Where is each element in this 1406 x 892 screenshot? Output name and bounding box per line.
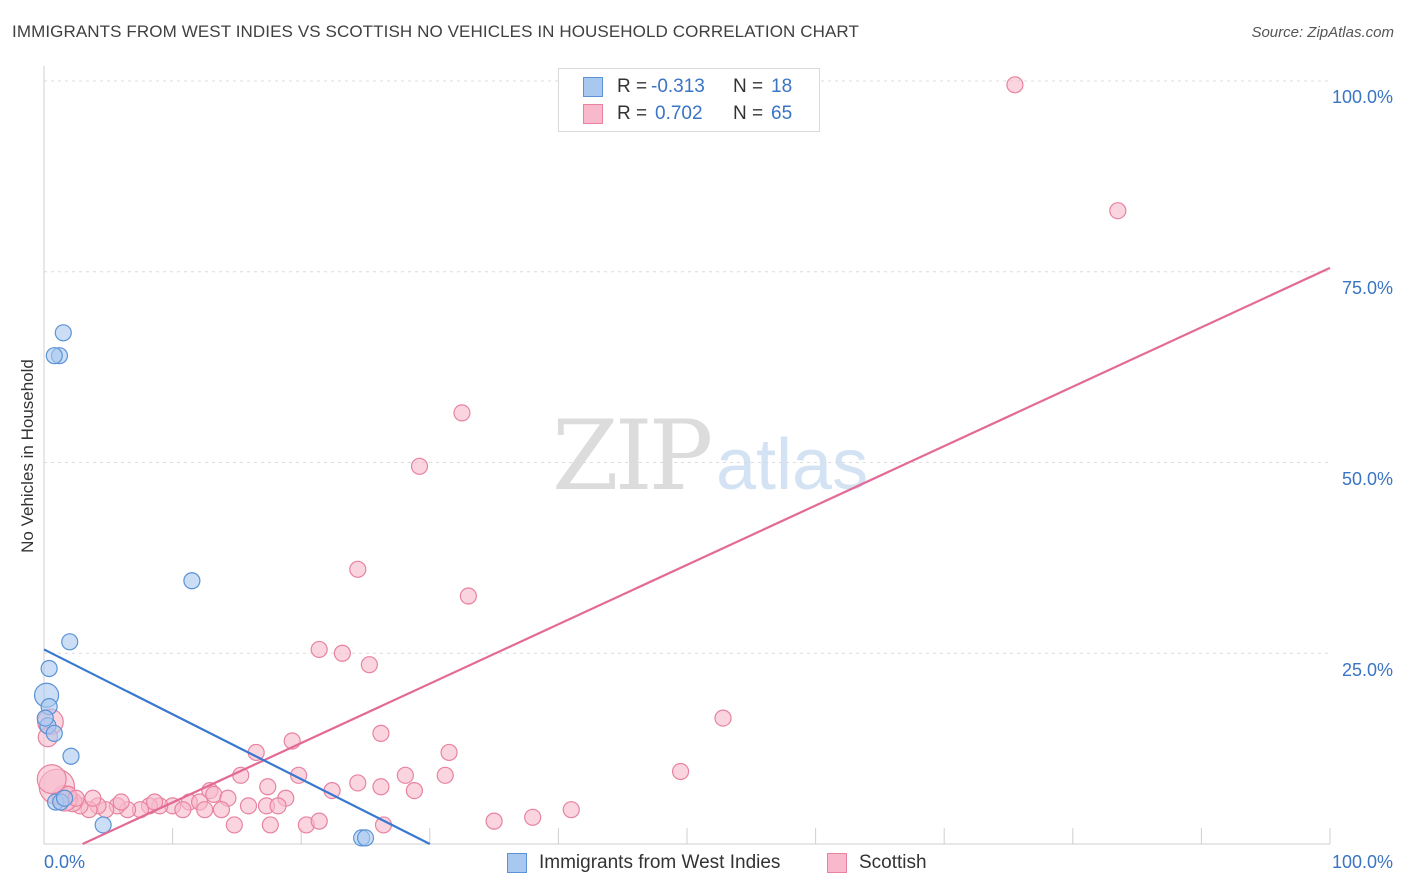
- point-scottish: [205, 785, 223, 804]
- watermark-zip: ZIP: [552, 400, 713, 512]
- point-scottish: [269, 797, 287, 815]
- point-west-indies: [62, 747, 80, 765]
- y-tick-label-75: 75.0%: [1341, 278, 1393, 298]
- point-scottish: [453, 404, 471, 422]
- point-west-indies: [55, 789, 74, 807]
- trend-line-west-indies: [43, 648, 431, 845]
- y-tick-label-100: 100.0%: [1331, 87, 1393, 107]
- x-tick-label-0: 0.0%: [44, 852, 86, 872]
- point-scottish: [196, 801, 214, 819]
- point-scottish: [239, 797, 258, 815]
- n-label: N =: [733, 76, 764, 97]
- point-scottish: [259, 778, 277, 796]
- point-west-indies: [45, 724, 63, 742]
- source-label: Source: ZipAtlas.com: [1251, 24, 1394, 41]
- point-scottish: [485, 812, 503, 830]
- r-value: -0.313: [651, 76, 705, 97]
- point-scottish: [714, 709, 732, 727]
- legend-swatch-blue: [583, 77, 603, 97]
- point-scottish: [459, 587, 477, 605]
- point-scottish: [261, 816, 279, 834]
- point-scottish: [372, 778, 390, 796]
- point-west-indies: [94, 816, 112, 834]
- n-value: 18: [771, 76, 793, 97]
- point-scottish: [405, 781, 423, 800]
- point-west-indies: [40, 659, 58, 678]
- point-scottish: [174, 801, 192, 819]
- legend-item-west-indies[interactable]: Immigrants from West Indies: [507, 852, 780, 874]
- y-tick-label-50: 50.0%: [1341, 469, 1393, 489]
- point-scottish: [84, 789, 102, 807]
- legend-swatch-blue: [507, 853, 527, 873]
- point-scottish: [323, 781, 341, 800]
- point-scottish: [310, 640, 328, 659]
- point-scottish: [349, 560, 367, 578]
- point-scottish: [440, 743, 458, 762]
- point-scottish: [374, 816, 393, 834]
- point-scottish: [36, 764, 67, 795]
- point-scottish: [232, 766, 250, 784]
- y-axis-label: No Vehicles in Household: [18, 359, 37, 553]
- point-scottish: [333, 644, 351, 662]
- trend-line-scottish: [82, 266, 1331, 845]
- point-scottish: [524, 808, 542, 826]
- watermark-atlas: atlas: [716, 425, 869, 505]
- chart-title: IMMIGRANTS FROM WEST INDIES VS SCOTTISH …: [12, 22, 859, 41]
- point-west-indies: [45, 347, 63, 365]
- point-scottish: [562, 801, 580, 819]
- r-label: R =: [617, 76, 648, 97]
- point-scottish: [436, 766, 454, 784]
- correlation-legend: R = -0.313 N = 18 R = 0.702 N = 65: [558, 68, 820, 132]
- legend-label-west-indies: Immigrants from West Indies: [539, 852, 781, 873]
- point-scottish: [372, 724, 390, 742]
- x-tick-label-100: 100.0%: [1331, 852, 1393, 872]
- point-west-indies: [61, 633, 79, 651]
- point-scottish: [396, 766, 414, 784]
- point-west-indies: [54, 324, 72, 342]
- legend-swatch-pink: [583, 104, 603, 124]
- legend-item-scottish[interactable]: Scottish: [827, 852, 927, 874]
- point-scottish: [225, 816, 243, 834]
- n-value: 65: [771, 103, 793, 124]
- point-west-indies: [356, 829, 375, 847]
- series-legend: Immigrants from West Indies Scottish: [0, 852, 1406, 876]
- point-scottish: [349, 774, 367, 792]
- point-scottish: [360, 656, 378, 674]
- r-value: 0.702: [655, 103, 703, 124]
- point-scottish: [112, 793, 130, 811]
- point-scottish: [671, 762, 690, 781]
- n-label: N =: [733, 103, 764, 124]
- point-scottish: [310, 812, 328, 830]
- point-scottish: [212, 801, 231, 819]
- legend-label-scottish: Scottish: [859, 852, 927, 873]
- point-west-indies: [183, 572, 201, 590]
- point-scottish: [1109, 202, 1127, 220]
- y-tick-label-25: 25.0%: [1341, 660, 1393, 680]
- point-scottish: [410, 457, 429, 475]
- point-west-indies: [36, 709, 54, 727]
- r-label: R =: [617, 103, 648, 124]
- point-scottish: [1006, 76, 1024, 94]
- legend-swatch-pink: [827, 853, 847, 873]
